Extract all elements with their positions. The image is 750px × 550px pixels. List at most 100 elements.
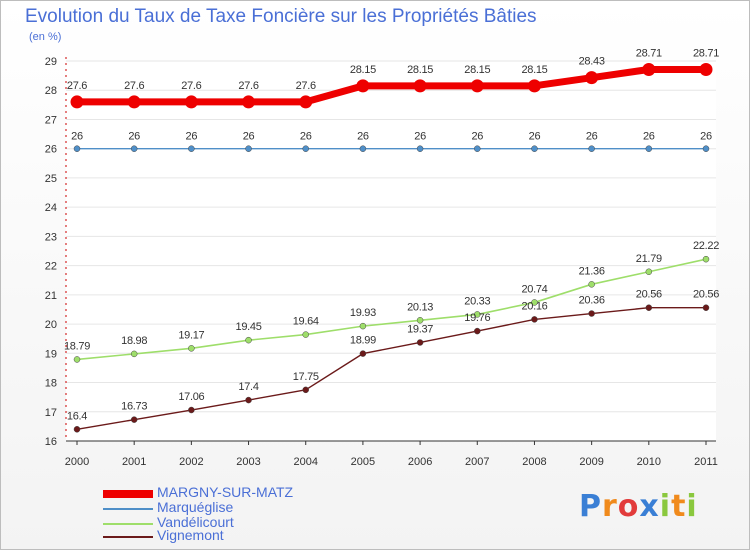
- legend-swatch-marqueglise: [103, 508, 153, 510]
- data-point-marqueglise: [245, 145, 252, 152]
- data-point-margny-sur-matz: [585, 71, 599, 85]
- data-label-vignemont: 16.73: [121, 401, 147, 413]
- y-tick-label: 28: [45, 85, 57, 97]
- logo-letter: P: [579, 489, 602, 524]
- data-point-vignemont: [645, 304, 653, 311]
- data-point-vandelicourt: [645, 268, 653, 276]
- x-tick-label: 2007: [465, 456, 489, 468]
- data-point-margny-sur-matz: [70, 95, 84, 109]
- data-point-vandelicourt: [474, 311, 481, 318]
- data-label-vignemont: 19.76: [464, 312, 490, 324]
- data-point-marqueglise: [359, 145, 367, 152]
- y-tick-label: 24: [45, 202, 57, 214]
- x-tick-label: 2011: [694, 456, 718, 468]
- x-tick-label: 2001: [122, 456, 146, 468]
- data-point-margny-sur-matz: [299, 95, 313, 109]
- data-label-marqueglise: 26: [586, 131, 598, 143]
- data-point-vandelicourt: [302, 331, 309, 338]
- data-label-vandelicourt: 19.64: [293, 316, 319, 328]
- data-label-vignemont: 17.75: [293, 371, 319, 383]
- y-tick-label: 29: [45, 56, 57, 68]
- legend-label-vandelicourt: Vandélicourt: [157, 514, 234, 530]
- data-point-vignemont: [474, 327, 481, 335]
- data-point-vignemont: [188, 406, 195, 414]
- data-label-marqueglise: 26: [357, 131, 369, 143]
- data-point-vignemont: [531, 316, 538, 323]
- data-point-marqueglise: [588, 145, 595, 152]
- data-label-margny-sur-matz: 28.15: [350, 64, 376, 76]
- legend-swatch-vignemont: [103, 536, 153, 538]
- data-point-margny-sur-matz: [184, 95, 198, 109]
- legend-swatch-margny: [103, 490, 153, 498]
- data-point-vandelicourt: [73, 356, 81, 363]
- logo-letter: t: [671, 489, 687, 524]
- data-point-vandelicourt: [188, 345, 195, 352]
- data-point-marqueglise: [302, 145, 309, 152]
- data-point-vandelicourt: [245, 336, 252, 344]
- data-label-marqueglise: 26: [471, 131, 483, 143]
- data-label-margny-sur-matz: 28.15: [407, 64, 433, 76]
- data-label-vandelicourt: 19.93: [350, 307, 376, 319]
- logo-letter: r: [602, 489, 618, 524]
- data-label-marqueglise: 26: [300, 131, 312, 143]
- x-tick-label: 2003: [236, 456, 260, 468]
- data-label-margny-sur-matz: 27.6: [181, 80, 201, 92]
- data-point-vignemont: [302, 386, 309, 394]
- data-label-vandelicourt: 21.79: [636, 253, 662, 265]
- legend-label-margny: MARGNY-SUR-MATZ: [157, 484, 294, 500]
- data-point-vandelicourt: [588, 281, 595, 288]
- x-tick-label: 2002: [179, 456, 203, 468]
- x-tick-label: 2010: [637, 456, 661, 468]
- data-point-margny-sur-matz: [242, 95, 256, 109]
- y-tick-label: 22: [45, 261, 57, 273]
- data-label-margny-sur-matz: 27.6: [67, 80, 87, 92]
- data-point-margny-sur-matz: [127, 95, 141, 109]
- y-tick-label: 17: [45, 407, 57, 419]
- data-point-vignemont: [588, 310, 595, 317]
- data-label-margny-sur-matz: 28.43: [579, 56, 605, 68]
- data-label-vandelicourt: 20.13: [407, 301, 433, 313]
- data-label-marqueglise: 26: [71, 131, 83, 143]
- data-label-marqueglise: 26: [128, 131, 140, 143]
- data-point-marqueglise: [73, 145, 81, 152]
- data-label-vandelicourt: 20.74: [521, 283, 547, 295]
- data-label-vandelicourt: 18.98: [121, 335, 147, 347]
- data-label-vandelicourt: 21.36: [579, 265, 605, 277]
- data-label-marqueglise: 26: [186, 131, 198, 143]
- y-axis-unit: (en %): [29, 31, 62, 43]
- data-label-marqueglise: 26: [643, 131, 655, 143]
- logo-letter: o: [617, 489, 640, 524]
- data-label-vandelicourt: 19.45: [236, 321, 262, 333]
- data-point-marqueglise: [130, 145, 138, 152]
- data-label-vignemont: 16.4: [67, 410, 87, 422]
- data-label-marqueglise: 26: [700, 131, 712, 143]
- series-line-margny-sur-matz: [73, 65, 710, 106]
- x-tick-label: 2008: [522, 456, 546, 468]
- data-point-vandelicourt: [416, 317, 424, 324]
- logo-letter: i: [659, 489, 672, 524]
- x-tick-label: 2009: [579, 456, 603, 468]
- legend-label-vignemont: Vignemont: [157, 527, 224, 543]
- x-tick-label: 2006: [408, 456, 432, 468]
- series-line-vandelicourt: [76, 258, 707, 361]
- data-label-margny-sur-matz: 27.6: [238, 80, 258, 92]
- data-label-margny-sur-matz: 27.6: [124, 80, 144, 92]
- data-label-vignemont: 19.37: [407, 323, 433, 335]
- data-point-marqueglise: [645, 145, 653, 152]
- data-point-margny-sur-matz: [413, 79, 427, 93]
- data-point-marqueglise: [188, 145, 195, 152]
- data-label-vignemont: 20.36: [579, 295, 605, 307]
- data-label-vandelicourt: 19.17: [178, 329, 204, 341]
- legend-label-marqueglise: Marquéglise: [157, 499, 234, 515]
- data-label-vandelicourt: 22.22: [693, 240, 719, 252]
- data-label-vignemont: 17.06: [178, 391, 204, 403]
- y-tick-label: 23: [45, 231, 57, 243]
- x-tick-label: 2004: [293, 456, 317, 468]
- data-point-vandelicourt: [702, 255, 710, 263]
- x-tick-label: 2005: [351, 456, 375, 468]
- data-point-margny-sur-matz: [470, 79, 484, 93]
- data-point-margny-sur-matz: [699, 62, 713, 76]
- data-point-margny-sur-matz: [642, 62, 656, 76]
- data-point-vignemont: [416, 339, 424, 346]
